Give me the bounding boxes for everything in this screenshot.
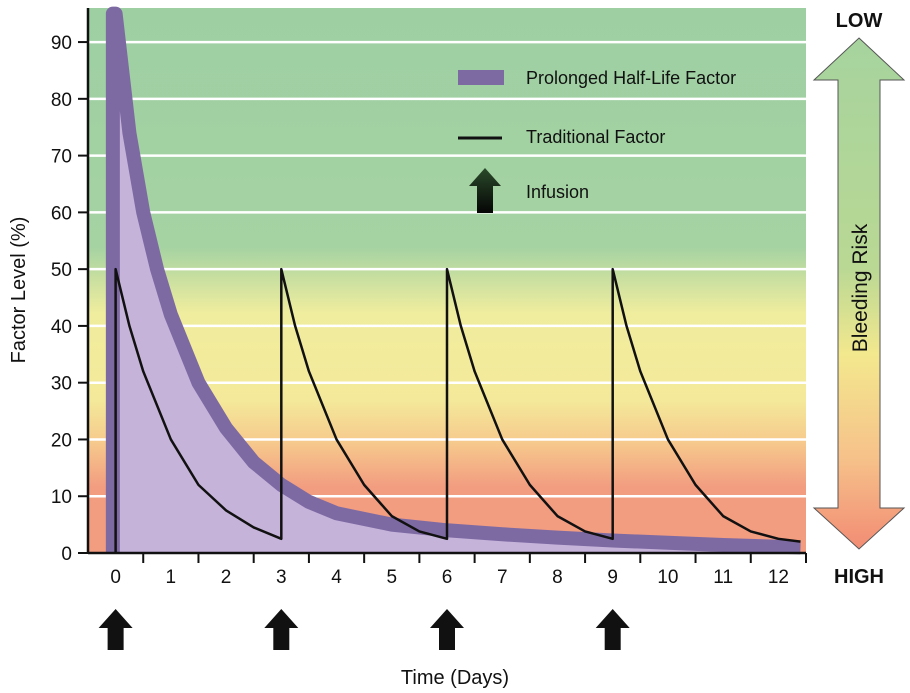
x-tick-label-10: 10 bbox=[657, 567, 678, 588]
bleeding-risk-indicator: Bleeding Risk LOW HIGH bbox=[812, 10, 906, 588]
legend-label-traditional: Traditional Factor bbox=[526, 127, 665, 147]
y-tick-label-20: 20 bbox=[51, 430, 72, 451]
y-tick-label-30: 30 bbox=[51, 374, 72, 395]
infusion-arrow-icon-day-3 bbox=[264, 609, 299, 650]
y-axis-ticks: 0 10 20 30 40 50 60 70 80 90 bbox=[51, 33, 88, 565]
bleeding-risk-double-arrow-icon bbox=[812, 37, 906, 550]
infusion-arrow-icon-day-6 bbox=[430, 609, 464, 650]
bleeding-risk-label: Bleeding Risk bbox=[849, 223, 872, 352]
y-tick-label-40: 40 bbox=[51, 317, 72, 338]
x-tick-label-7: 7 bbox=[497, 567, 508, 588]
series-prolonged-area bbox=[112, 13, 801, 554]
y-tick-label-0: 0 bbox=[61, 544, 72, 565]
x-tick-label-5: 5 bbox=[386, 567, 397, 588]
x-tick-label-2: 2 bbox=[221, 567, 232, 588]
x-tick-label-1: 1 bbox=[166, 567, 177, 588]
y-axis-title: Factor Level (%) bbox=[8, 217, 30, 364]
y-tick-label-90: 90 bbox=[51, 33, 72, 54]
x-tick-label-11: 11 bbox=[713, 567, 733, 588]
y-tick-label-10: 10 bbox=[51, 487, 72, 508]
x-tick-label-9: 9 bbox=[607, 567, 618, 588]
legend-label-prolonged: Prolonged Half-Life Factor bbox=[526, 68, 736, 88]
x-tick-label-12: 12 bbox=[768, 567, 789, 588]
x-axis-title: Time (Days) bbox=[401, 667, 509, 689]
y-tick-label-60: 60 bbox=[51, 203, 72, 224]
y-tick-label-70: 70 bbox=[51, 147, 72, 168]
x-axis-ticks: 0 1 2 3 4 5 6 7 8 9 10 11 12 bbox=[110, 553, 807, 588]
risk-high-label: HIGH bbox=[834, 566, 884, 588]
x-tick-label-6: 6 bbox=[442, 567, 453, 588]
series-traditional-line bbox=[114, 267, 801, 553]
x-tick-label-8: 8 bbox=[552, 567, 563, 588]
x-tick-label-4: 4 bbox=[331, 567, 342, 588]
legend-swatch-prolonged bbox=[458, 70, 504, 85]
y-tick-label-50: 50 bbox=[51, 260, 72, 281]
x-tick-label-0: 0 bbox=[110, 567, 121, 588]
legend-swatch-infusion-arrow-icon bbox=[469, 168, 501, 213]
series-layer bbox=[105, 6, 801, 555]
y-tick-label-80: 80 bbox=[51, 90, 72, 111]
infusion-arrow-icon-day-9 bbox=[595, 609, 630, 650]
legend-label-infusion: Infusion bbox=[526, 182, 589, 202]
x-tick-label-3: 3 bbox=[276, 567, 287, 588]
risk-low-label: LOW bbox=[836, 10, 883, 32]
series-prolonged-band bbox=[105, 6, 801, 555]
legend: Prolonged Half-Life Factor Traditional F… bbox=[458, 68, 736, 213]
infusion-arrow-icon-day-0 bbox=[98, 609, 133, 650]
infusion-arrows bbox=[98, 609, 630, 650]
